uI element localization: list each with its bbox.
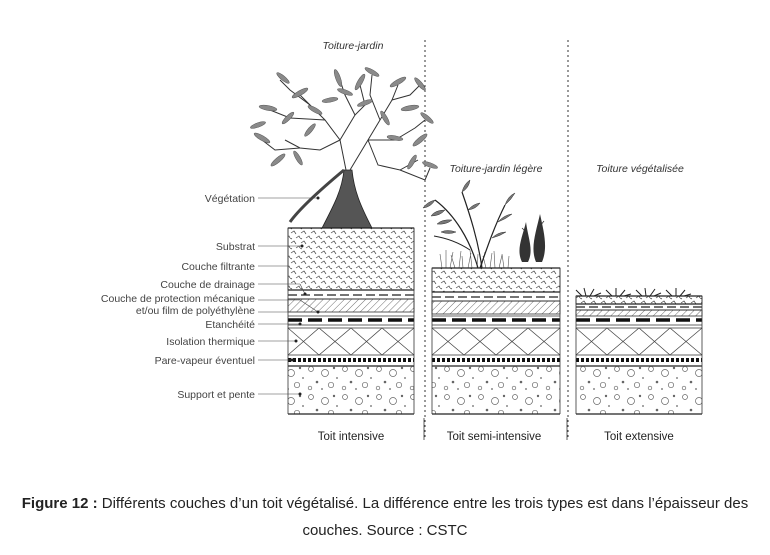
label-support: Support et pente — [177, 389, 255, 401]
tree-illustration — [250, 67, 438, 229]
green-roof-diagram: Toiture-jardin Toiture-jardin légère Toi… — [101, 40, 703, 443]
title-intensive: Toiture-jardin — [323, 40, 384, 52]
layers-extensive — [575, 295, 703, 415]
label-substrat: Substrat — [216, 241, 255, 253]
label-pare-vapeur: Pare-vapeur éventuel — [155, 355, 255, 367]
label-couche-filtrante: Couche filtrante — [181, 261, 255, 273]
column-label-extensive: Toit extensive — [604, 431, 674, 443]
layers-intensive — [287, 227, 415, 415]
label-isolation: Isolation thermique — [166, 336, 255, 348]
figure-caption: Figure 12 : Différents couches d’un toit… — [0, 490, 770, 544]
title-semi: Toiture-jardin légère — [450, 163, 543, 175]
shrub-illustration — [422, 179, 546, 269]
sedum-illustration — [575, 287, 692, 297]
label-protection: Couche de protection mécanique — [101, 293, 255, 305]
column-label-intensive: Toit intensive — [318, 431, 384, 443]
title-extensive: Toiture végétalisée — [596, 163, 684, 175]
caption-text: Différents couches d’un toit végétalisé.… — [101, 495, 749, 539]
label-polyethylene: et/ou film de polyéthylène — [136, 305, 255, 317]
caption-label: Figure 12 : — [21, 495, 98, 512]
label-vegetation: Végétation — [205, 193, 255, 205]
layers-semi — [431, 267, 561, 415]
column-label-semi: Toit semi-intensive — [447, 431, 542, 443]
label-couche-drainage: Couche de drainage — [160, 279, 255, 291]
label-etancheite: Etanchéité — [205, 319, 255, 331]
layer-labels: Végétation Substrat Couche filtrante Cou… — [101, 193, 320, 401]
